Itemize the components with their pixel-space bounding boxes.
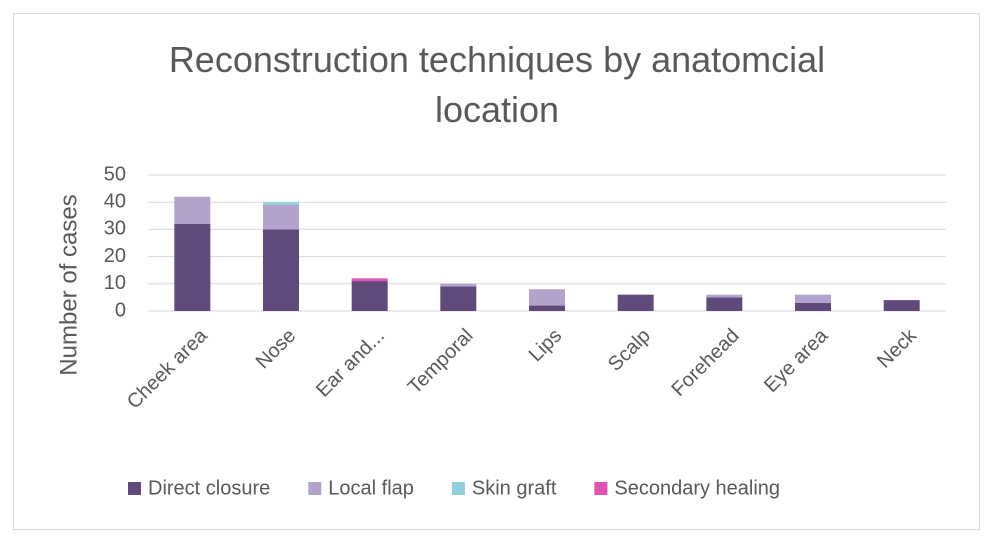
bar-segment xyxy=(440,286,477,311)
legend-label: Skin graft xyxy=(472,477,557,499)
y-axis-label: Number of cases xyxy=(55,194,82,375)
y-tick-label: 0 xyxy=(115,299,126,321)
legend-swatch xyxy=(308,482,322,495)
bar-segment xyxy=(529,289,565,306)
bar-segment xyxy=(529,305,565,311)
bar-segment xyxy=(795,294,831,303)
bar-segment xyxy=(174,196,211,224)
bar-segment xyxy=(263,202,299,205)
y-tick-label: 20 xyxy=(104,245,126,267)
bar-segment xyxy=(174,223,211,311)
y-tick-label: 40 xyxy=(104,190,126,212)
bar-segment xyxy=(263,204,299,230)
y-tick-label: 10 xyxy=(104,272,126,294)
legend-label: Local flap xyxy=(328,477,414,499)
legend-swatch xyxy=(451,482,465,495)
bar-segment xyxy=(706,294,743,298)
chart-title: Reconstruction techniques by anatomcial l… xyxy=(169,39,825,130)
bar-segment xyxy=(351,281,388,311)
y-tick-label: 30 xyxy=(104,218,126,240)
legend-label: Direct closure xyxy=(148,477,270,499)
bar-segment xyxy=(617,294,654,311)
bar-segment xyxy=(351,278,388,282)
bar-segment xyxy=(440,283,477,287)
y-tick-label: 50 xyxy=(104,163,126,185)
bar-segment xyxy=(795,302,831,311)
legend-swatch xyxy=(594,482,608,495)
legend-swatch xyxy=(128,482,141,495)
bar-segment xyxy=(263,229,299,311)
bar-segment xyxy=(706,297,743,311)
legend-label: Secondary healing xyxy=(614,477,780,499)
bar-segment xyxy=(883,300,920,311)
